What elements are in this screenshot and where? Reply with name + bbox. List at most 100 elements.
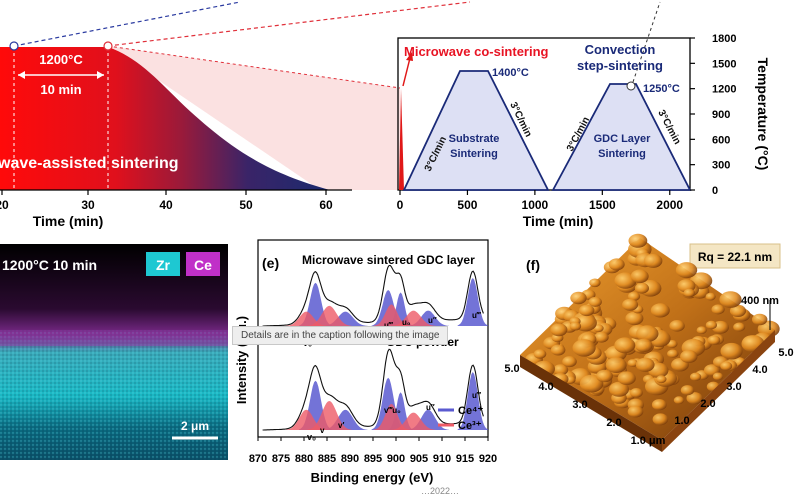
ce3-component xyxy=(307,305,352,326)
gdc-hold-marker xyxy=(626,81,636,91)
afm-grain xyxy=(588,296,602,307)
y-ticks: 0 300 600 900 1200 1500 1800 xyxy=(690,33,736,197)
ce4-component xyxy=(457,278,488,326)
afm-grain xyxy=(635,357,655,372)
x-tick-label: 2000 xyxy=(656,198,683,212)
bottom-spectrum xyxy=(262,348,488,431)
convection-label: Convection xyxy=(585,42,656,57)
afm-grain xyxy=(634,338,653,352)
afm-axis-tick-label: 1.0 xyxy=(674,415,689,427)
x-tick-label: 880 xyxy=(295,453,313,465)
ce3-component xyxy=(307,401,352,430)
peak-label: v₀ xyxy=(307,432,316,442)
end-marker xyxy=(103,41,113,51)
afm-grain xyxy=(729,304,747,317)
y-tick-label: 900 xyxy=(712,109,730,121)
afm-grain xyxy=(636,325,659,343)
x-tick-label: 870 xyxy=(249,453,267,465)
x-tick-label: 30 xyxy=(81,198,95,212)
afm-grain xyxy=(617,371,636,386)
ce-legend-box xyxy=(186,252,220,276)
afm-axis-tick-label: 1.0 μm xyxy=(631,435,666,447)
microwave-label: Microwave co-sintering xyxy=(404,44,549,59)
afm-grain xyxy=(630,269,649,284)
afm-grain xyxy=(752,313,768,326)
eds-map-texture xyxy=(0,330,228,460)
afm-grain xyxy=(627,405,644,418)
x-tick-label: 910 xyxy=(433,453,451,465)
afm-grain xyxy=(614,337,636,354)
gdc-sintering-profile xyxy=(551,83,692,191)
afm-grain xyxy=(627,359,638,367)
arrow-head xyxy=(406,52,413,61)
projection-line xyxy=(107,45,401,89)
x-tick-label: 900 xyxy=(387,453,405,465)
microwave-arrow xyxy=(402,57,411,87)
afm-grain xyxy=(673,396,685,405)
ce-layer xyxy=(0,330,228,346)
hold-temp-label: 1200°C xyxy=(39,52,83,67)
afm-grain xyxy=(705,292,716,301)
leader-line xyxy=(107,1,471,47)
peak-label: u‴ xyxy=(472,311,482,320)
afm-grain xyxy=(650,303,670,318)
afm-grain xyxy=(680,350,698,363)
afm-grain xyxy=(627,291,641,301)
leader-line xyxy=(13,1,241,47)
stage-1-label: Substrate xyxy=(449,133,500,145)
peak-label: v xyxy=(320,426,325,435)
afm-grain xyxy=(572,339,596,357)
afm-axis-tick-label: 5.0 xyxy=(504,363,519,375)
x-tick-label: 905 xyxy=(410,453,428,465)
x-tick-label: 40 xyxy=(159,198,173,212)
afm-grain xyxy=(630,388,643,398)
afm-grain xyxy=(707,335,721,346)
x-tick-label: 885 xyxy=(318,453,336,465)
afm-grain xyxy=(683,288,695,298)
eds-map-panel: 1200°C 10 min Zr Ce 2 μm xyxy=(0,244,228,460)
sintering-profile-right: Microwave co-sintering Convection step-s… xyxy=(397,1,771,229)
afm-grain xyxy=(594,331,609,343)
afm-axis-tick-label: 3.0 xyxy=(726,381,741,393)
hold-time-label: 10 min xyxy=(40,82,81,97)
x-tick-label: 895 xyxy=(364,453,382,465)
temperature-profile xyxy=(0,47,330,190)
x-tick-label: 50 xyxy=(239,198,253,212)
arrow-head xyxy=(18,71,25,79)
peak-label: v′ xyxy=(338,421,344,430)
rq-label: Rq = 22.1 nm xyxy=(698,250,772,264)
zr-label: Zr xyxy=(156,257,171,273)
afm-grain xyxy=(686,392,703,405)
x-tick-label: 0 xyxy=(397,198,404,212)
stage-2-label: GDC Layer xyxy=(594,133,652,145)
afm-axis-tick-label: 5.0 xyxy=(778,347,793,359)
microwave-spike xyxy=(399,88,404,190)
top-spectrum-title: Microwave sintered GDC layer xyxy=(302,253,475,267)
projection-area xyxy=(108,46,400,190)
z-scale-label: 400 nm xyxy=(741,295,779,307)
afm-grain xyxy=(596,369,613,383)
ce4-component xyxy=(457,372,488,430)
peak-label: u‴ xyxy=(472,391,482,400)
x-tick-label: 20 xyxy=(0,198,9,212)
ce3-component xyxy=(373,403,410,430)
x-tick-label: 890 xyxy=(341,453,359,465)
ce3-component xyxy=(391,310,436,326)
peak-label: u‴ xyxy=(384,321,394,330)
afm-grain xyxy=(570,291,587,305)
afm-grain xyxy=(719,291,742,308)
afm-grain xyxy=(656,375,667,384)
afm-axis-tick-label: 2.0 xyxy=(700,398,715,410)
afm-grain xyxy=(605,357,627,373)
afm-grain xyxy=(651,399,667,411)
zr-legend-box xyxy=(146,252,180,276)
x-ticks: 20 30 40 50 60 xyxy=(0,190,333,212)
y-tick-label: 1800 xyxy=(712,33,736,45)
afm-grain xyxy=(622,298,639,311)
rq-box xyxy=(689,243,781,269)
substrate-sintering-profile xyxy=(402,70,550,191)
afm-grain xyxy=(643,253,663,268)
panel-f-letter: (f) xyxy=(526,257,540,273)
afm-grain xyxy=(569,321,582,331)
